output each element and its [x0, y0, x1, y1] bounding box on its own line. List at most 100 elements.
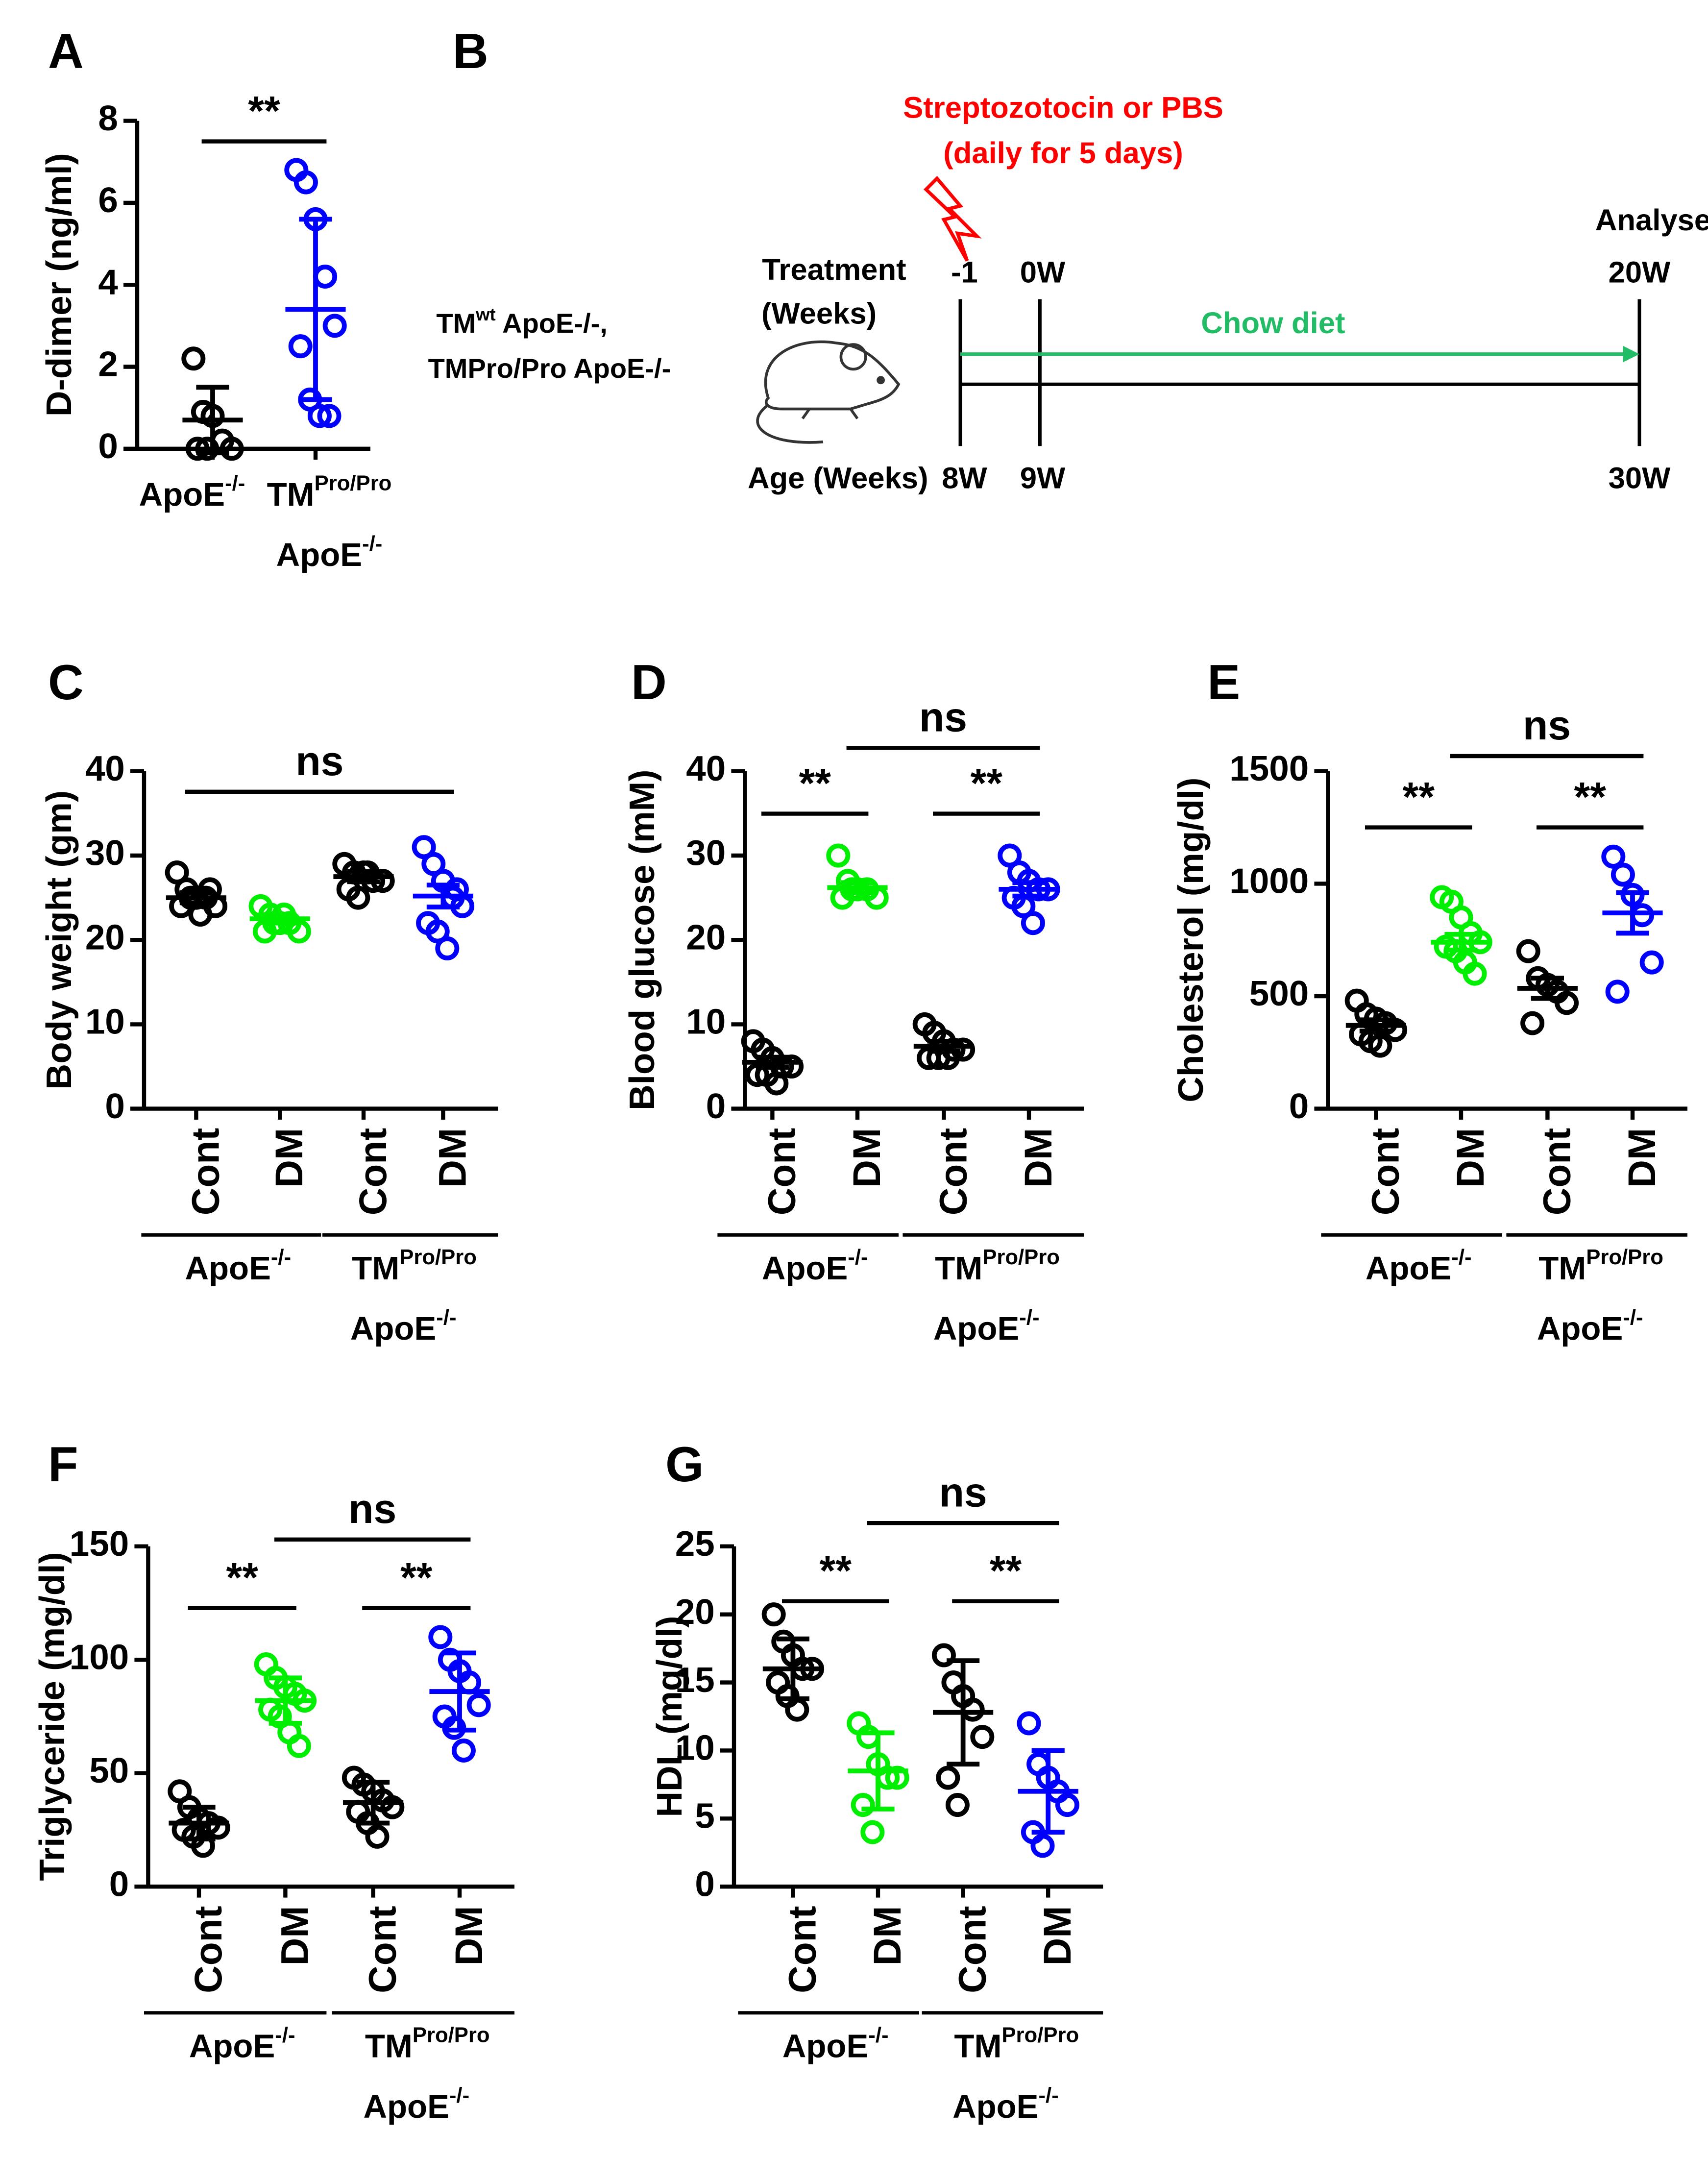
group-label: ApoE-/-	[139, 471, 245, 513]
y-tick-label: 0	[706, 1086, 726, 1126]
data-point	[195, 437, 220, 461]
panel-label: C	[48, 655, 84, 710]
data-point	[425, 919, 450, 944]
x-tick-label: Cont	[781, 1906, 824, 1993]
panel-label: D	[631, 655, 667, 710]
label-base: ApoE	[363, 2088, 449, 2125]
y-tick-label: 20	[686, 917, 726, 957]
label-base: ApoE	[1366, 1250, 1451, 1287]
mouse-strain: TMPro/Pro ApoE-/-	[428, 353, 671, 384]
y-tick-label: 10	[686, 1002, 726, 1042]
label-sup: Pro/Pro	[1001, 2023, 1079, 2047]
timeline	[958, 299, 1641, 446]
data-point	[1601, 844, 1626, 869]
y-tick-label: 2	[98, 344, 118, 384]
data-point	[220, 437, 244, 461]
group-label: ApoE-/-	[363, 2083, 469, 2125]
y-tick-label: 0	[105, 1086, 124, 1126]
y-tick-label: 0	[1289, 1086, 1309, 1126]
x-tick-label: DM	[1620, 1128, 1663, 1188]
x-tick-label: Cont	[1535, 1128, 1578, 1215]
group-label: ApoE-/-	[782, 2023, 889, 2064]
data-point	[322, 314, 347, 338]
x-tick-label: DM	[866, 1906, 909, 1965]
data-point	[1520, 1011, 1545, 1035]
age-tick: 30W	[1609, 461, 1671, 495]
data-point	[428, 1625, 453, 1649]
group-label: ApoE-/-	[185, 1245, 291, 1286]
mouse-strain: TMwt ApoE-/-,	[436, 304, 607, 339]
y-tick-label: 0	[695, 1864, 714, 1904]
group-label: ApoE-/-	[276, 531, 383, 573]
y-tick-label: 6	[98, 180, 118, 220]
y-tick-label: 15	[675, 1660, 715, 1700]
x-tick-label: DM	[1017, 1128, 1060, 1188]
data-point	[931, 1643, 956, 1667]
treatment-text: (daily for 5 days)	[943, 136, 1183, 170]
data-point	[851, 1793, 875, 1817]
data-point	[1030, 1834, 1055, 1858]
data-point	[1021, 911, 1045, 935]
y-axis-label: Blood glucose (mM)	[622, 769, 662, 1110]
label-sup: -/-	[868, 2023, 888, 2047]
group-label: TMPro/Pro	[267, 471, 392, 513]
label-sup: Pro/Pro	[982, 1245, 1060, 1269]
label-sup: -/-	[271, 1245, 291, 1269]
data-point	[1368, 1033, 1392, 1058]
y-axis-label: Body weight (gm)	[39, 790, 79, 1090]
strain-sup: wt	[475, 304, 495, 324]
group-label: ApoE-/-	[350, 1305, 457, 1347]
y-tick-label: 20	[675, 1592, 715, 1632]
panel-label: E	[1207, 655, 1240, 710]
significance-label: **	[820, 1547, 852, 1593]
x-tick-label: DM	[845, 1128, 888, 1188]
significance-label: **	[400, 1554, 433, 1600]
data-point	[412, 835, 436, 859]
y-axis-label: Cholesterol (mg/dl)	[1171, 778, 1211, 1103]
label-sup: -/-	[1623, 1305, 1643, 1329]
data-point	[287, 1734, 311, 1758]
x-tick-label: DM	[1449, 1128, 1492, 1188]
analyse-text: Analyse	[1595, 203, 1708, 237]
y-tick-label: 5	[695, 1796, 714, 1836]
significance-label: **	[971, 760, 1003, 806]
label-sup: -/-	[362, 531, 382, 555]
diet-arrow-head	[1623, 345, 1639, 363]
label-base: ApoE	[933, 1310, 1019, 1347]
label-base: ApoE	[189, 2028, 275, 2064]
week-label: -1	[951, 255, 978, 289]
data-point	[313, 264, 338, 289]
label-base: TM	[352, 1250, 399, 1287]
label-sup: -/-	[275, 2023, 295, 2047]
label-base: ApoE	[139, 476, 225, 513]
data-point	[1610, 862, 1635, 887]
label-base: TM	[935, 1250, 982, 1287]
data-point	[936, 1765, 960, 1790]
group-label: TMPro/Pro	[935, 1245, 1060, 1286]
data-point	[206, 1815, 230, 1840]
data-point	[1516, 939, 1540, 963]
group-label: ApoE-/-	[189, 2023, 295, 2064]
group-label: ApoE-/-	[952, 2083, 1059, 2125]
group-label: TMPro/Pro	[352, 1245, 477, 1286]
label-base: TM	[1538, 1250, 1586, 1287]
lightning-icon	[923, 176, 982, 262]
label-base: ApoE	[276, 537, 362, 573]
age-tick: 8W	[942, 461, 987, 495]
label-sup: -/-	[449, 2083, 469, 2107]
x-tick-label: Cont	[361, 1906, 404, 1993]
data-point	[444, 877, 469, 902]
label-sup: -/-	[1038, 2083, 1058, 2107]
label-sup: Pro/Pro	[413, 2023, 490, 2047]
y-tick-label: 1000	[1229, 861, 1309, 901]
label-sup: -/-	[848, 1245, 868, 1269]
data-point	[764, 1071, 789, 1096]
strain-rest: ApoE-/-,	[496, 308, 608, 339]
y-tick-label: 10	[675, 1728, 715, 1768]
group-label: ApoE-/-	[762, 1245, 868, 1286]
x-tick-label: DM	[268, 1128, 311, 1188]
x-tick-label: Cont	[1364, 1128, 1407, 1215]
y-tick-label: 50	[89, 1751, 129, 1790]
y-tick-label: 100	[70, 1638, 129, 1677]
significance-label: ns	[348, 1486, 396, 1532]
